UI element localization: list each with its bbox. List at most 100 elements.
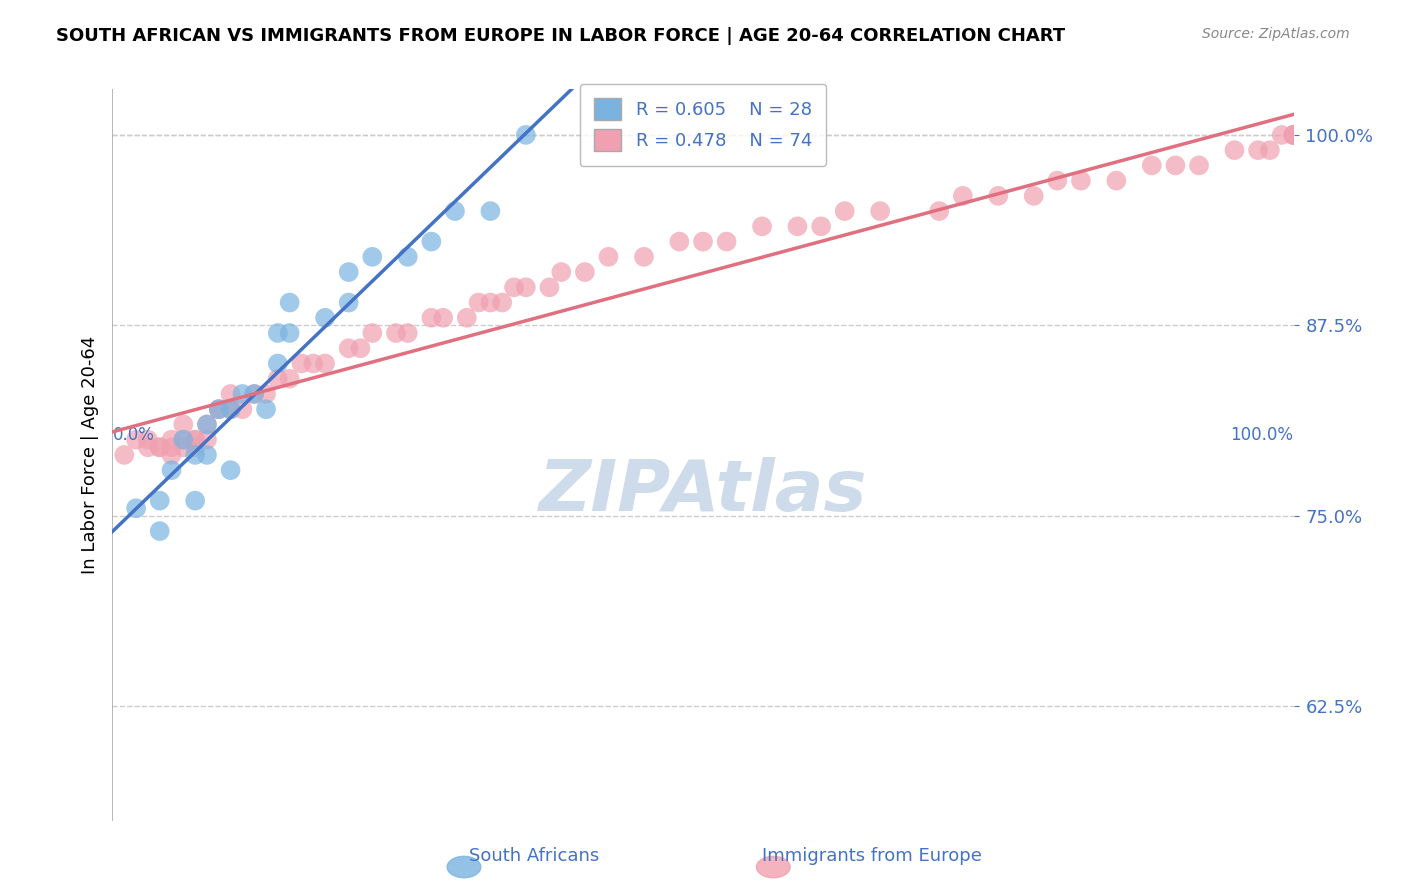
Point bbox=[1188, 158, 1211, 172]
Point bbox=[337, 295, 360, 310]
Point bbox=[349, 341, 371, 355]
Point bbox=[195, 448, 218, 462]
Point bbox=[267, 356, 290, 371]
Point bbox=[337, 265, 360, 279]
Point bbox=[278, 372, 301, 386]
Point bbox=[1282, 128, 1305, 142]
Circle shape bbox=[756, 856, 790, 878]
Point bbox=[125, 433, 148, 447]
Point bbox=[195, 417, 218, 432]
Point bbox=[184, 433, 207, 447]
Point bbox=[219, 387, 242, 401]
Point bbox=[1282, 128, 1305, 142]
Point bbox=[1070, 174, 1092, 188]
Y-axis label: In Labor Force | Age 20-64: In Labor Force | Age 20-64 bbox=[80, 335, 98, 574]
Point bbox=[1022, 189, 1045, 203]
Point bbox=[786, 219, 808, 234]
Point bbox=[219, 402, 242, 417]
Point bbox=[208, 402, 231, 417]
Point bbox=[337, 341, 360, 355]
Point bbox=[160, 433, 183, 447]
Point bbox=[716, 235, 738, 249]
Point bbox=[598, 250, 620, 264]
Point bbox=[160, 440, 183, 454]
Text: ZIPAtlas: ZIPAtlas bbox=[538, 457, 868, 526]
Point bbox=[278, 295, 301, 310]
Point bbox=[172, 440, 194, 454]
Point bbox=[432, 310, 454, 325]
Text: SOUTH AFRICAN VS IMMIGRANTS FROM EUROPE IN LABOR FORCE | AGE 20-64 CORRELATION C: SOUTH AFRICAN VS IMMIGRANTS FROM EUROPE … bbox=[56, 27, 1066, 45]
Point bbox=[1105, 174, 1128, 188]
Point bbox=[503, 280, 526, 294]
Point bbox=[136, 440, 159, 454]
Point bbox=[208, 402, 231, 417]
Point bbox=[160, 463, 183, 477]
Point bbox=[668, 235, 690, 249]
Point bbox=[361, 250, 384, 264]
Text: 100.0%: 100.0% bbox=[1230, 425, 1294, 443]
Point bbox=[420, 235, 443, 249]
Point bbox=[1271, 128, 1294, 142]
Point bbox=[149, 440, 172, 454]
Point bbox=[149, 524, 172, 538]
Point bbox=[172, 433, 194, 447]
Point bbox=[290, 356, 312, 371]
Point bbox=[231, 402, 253, 417]
Point bbox=[1140, 158, 1163, 172]
Point bbox=[396, 326, 419, 340]
Point bbox=[467, 295, 489, 310]
Point bbox=[149, 440, 172, 454]
Text: 0.0%: 0.0% bbox=[112, 425, 155, 443]
Circle shape bbox=[447, 856, 481, 878]
Text: Source: ZipAtlas.com: Source: ZipAtlas.com bbox=[1202, 27, 1350, 41]
Point bbox=[633, 250, 655, 264]
Point bbox=[231, 387, 253, 401]
Point bbox=[208, 402, 231, 417]
Point bbox=[1282, 128, 1305, 142]
Point bbox=[1223, 143, 1246, 157]
Point bbox=[361, 326, 384, 340]
Point bbox=[1247, 143, 1270, 157]
Legend: R = 0.605    N = 28, R = 0.478    N = 74: R = 0.605 N = 28, R = 0.478 N = 74 bbox=[579, 84, 827, 166]
Point bbox=[928, 204, 950, 219]
Point bbox=[491, 295, 513, 310]
Point bbox=[444, 204, 467, 219]
Point bbox=[385, 326, 408, 340]
Point bbox=[125, 501, 148, 516]
Point bbox=[1164, 158, 1187, 172]
Point bbox=[810, 219, 832, 234]
Point bbox=[987, 189, 1010, 203]
Point bbox=[243, 387, 266, 401]
Point bbox=[172, 433, 194, 447]
Text: South Africans: South Africans bbox=[470, 847, 599, 865]
Point bbox=[479, 295, 502, 310]
Point bbox=[1046, 174, 1069, 188]
Point bbox=[267, 372, 290, 386]
Point bbox=[184, 493, 207, 508]
Point bbox=[396, 250, 419, 264]
Point bbox=[195, 417, 218, 432]
Point bbox=[302, 356, 325, 371]
Point bbox=[184, 440, 207, 454]
Point bbox=[278, 326, 301, 340]
Point bbox=[219, 402, 242, 417]
Point bbox=[243, 387, 266, 401]
Point bbox=[538, 280, 561, 294]
Point bbox=[314, 356, 336, 371]
Point bbox=[267, 326, 290, 340]
Point bbox=[869, 204, 891, 219]
Point bbox=[515, 128, 537, 142]
Point bbox=[219, 463, 242, 477]
Point bbox=[515, 280, 537, 294]
Point bbox=[112, 448, 135, 462]
Point bbox=[314, 310, 336, 325]
Point bbox=[184, 433, 207, 447]
Point bbox=[160, 448, 183, 462]
Point bbox=[219, 402, 242, 417]
Point bbox=[479, 204, 502, 219]
Point bbox=[952, 189, 974, 203]
Point bbox=[184, 448, 207, 462]
Point bbox=[456, 310, 478, 325]
Text: Immigrants from Europe: Immigrants from Europe bbox=[762, 847, 981, 865]
Point bbox=[751, 219, 773, 234]
